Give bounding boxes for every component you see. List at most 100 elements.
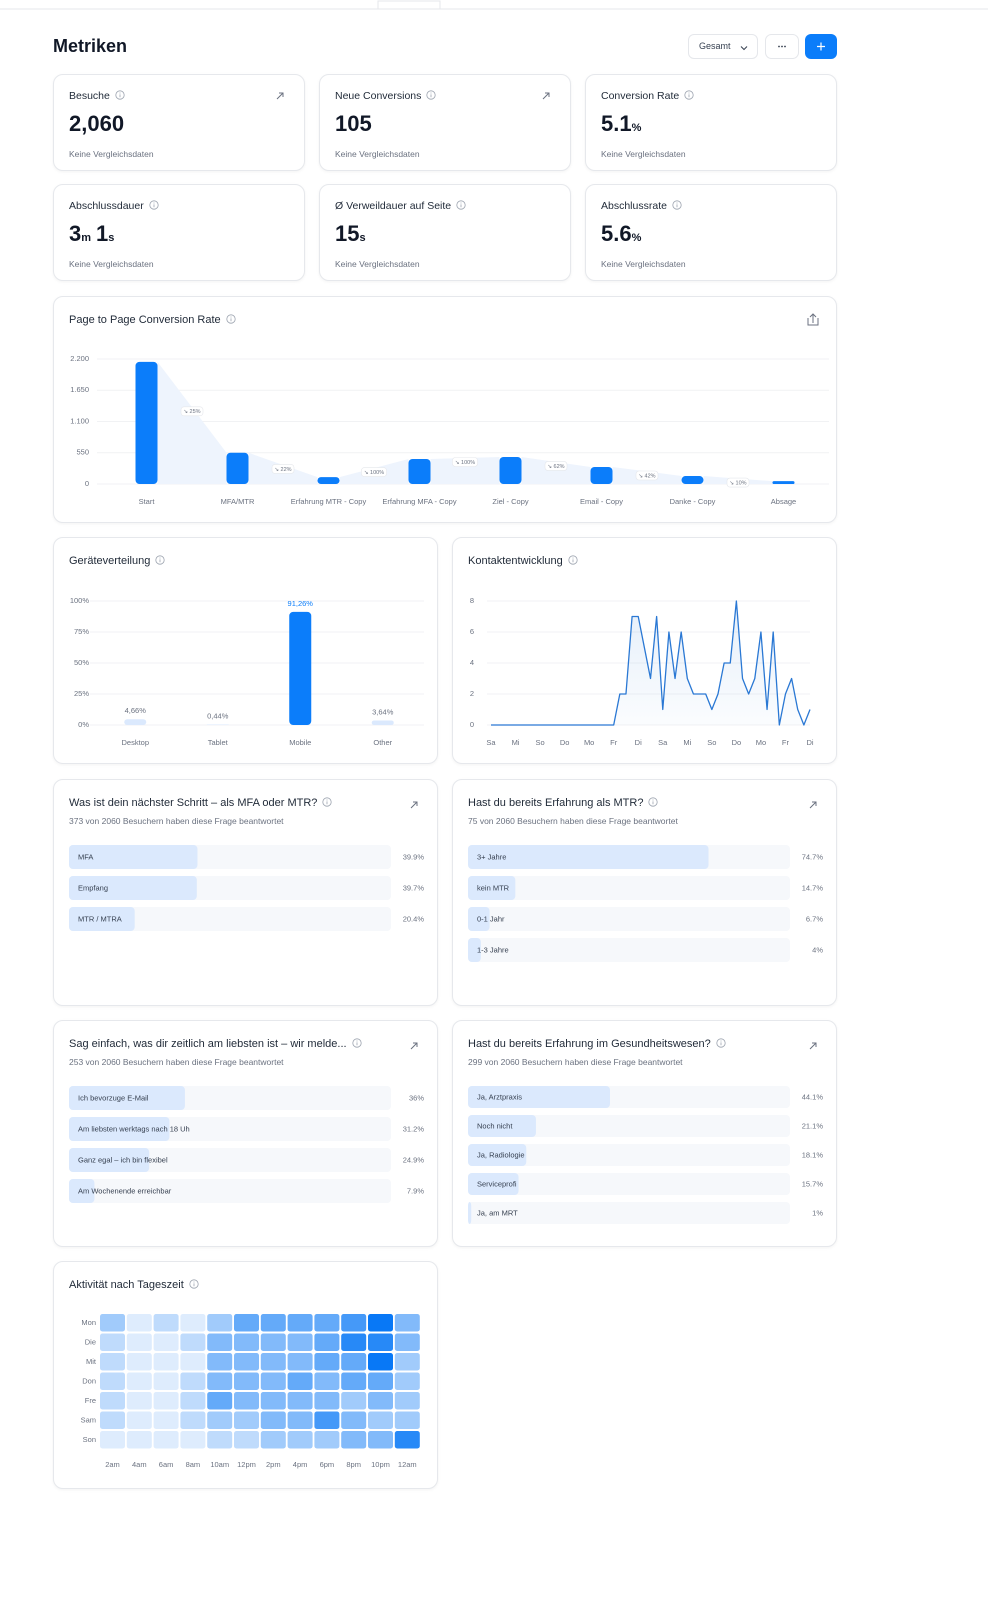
heat-cell <box>153 1333 179 1351</box>
info-dot <box>326 799 328 801</box>
arrow-icon <box>410 801 418 809</box>
heatmap-card: Aktivität nach Tageszeit Mon Die Mit Don Fre S… <box>53 1261 438 1489</box>
bar-track <box>468 876 790 900</box>
arrow-icon <box>542 92 550 100</box>
step-label: ↘ 62% <box>547 464 564 470</box>
bar <box>468 1173 519 1195</box>
kpi-value: 5.6% <box>601 221 646 247</box>
kpi-unit: s <box>108 232 115 244</box>
chevron <box>740 46 748 51</box>
heat-cell <box>234 1431 259 1449</box>
open-link[interactable] <box>409 800 419 810</box>
title-text: Geräteverteilung <box>69 555 151 567</box>
heat-cell <box>207 1314 233 1332</box>
kpi-unit: m <box>81 232 92 244</box>
heat-cell <box>100 1392 125 1410</box>
x-tick-label: Fr <box>610 738 618 747</box>
bar <box>681 476 704 484</box>
title-text: Hast du bereits Erfahrung als MTR? <box>468 797 644 809</box>
filter-button[interactable]: Gesamt <box>688 34 758 59</box>
heat-cell <box>234 1372 259 1390</box>
heat-cell <box>260 1392 286 1410</box>
heat-cell <box>260 1353 286 1371</box>
heat-cell <box>368 1411 393 1429</box>
kpi-unit: % <box>631 122 642 134</box>
heat-cell <box>180 1353 206 1371</box>
column-label: 12pm <box>237 1460 256 1469</box>
x-tick-label: Erfahrung MTR - Copy <box>291 497 367 506</box>
hbar-card: Sag einfach, was dir zeitlich am liebste… <box>53 1020 438 1247</box>
step-label: ↘ 22% <box>274 467 291 473</box>
more-button[interactable] <box>765 34 799 59</box>
page-title: Metriken <box>53 36 128 56</box>
x-tick-label: Mobile <box>289 738 311 747</box>
info-ring <box>456 200 466 210</box>
step-pill <box>635 470 659 481</box>
value-label: 7.9% <box>407 1186 424 1195</box>
step-pill <box>361 467 387 477</box>
info-icon <box>322 797 333 807</box>
row-label: Sam <box>81 1416 96 1425</box>
kpi-value: 15s <box>335 221 371 247</box>
info-ring <box>189 1279 199 1289</box>
info-icon <box>189 1279 199 1289</box>
info-dot <box>572 557 574 559</box>
info-ring <box>226 314 236 324</box>
heat-cell <box>287 1392 313 1410</box>
info-icon <box>716 1038 726 1048</box>
heat-cell <box>260 1431 286 1449</box>
y-tick-label: 4 <box>470 658 474 667</box>
step-label: ↘ 42% <box>638 473 655 479</box>
bar <box>69 876 197 900</box>
bar <box>124 719 147 725</box>
info-ring <box>684 90 694 100</box>
hbar-card: Hast du bereits Erfahrung im Gesundheits… <box>452 1020 837 1247</box>
heat-cell <box>260 1314 286 1332</box>
heat-cell <box>287 1372 313 1390</box>
bar-label: 3+ Jahre <box>477 852 506 861</box>
bar-track <box>69 1148 391 1172</box>
add-button[interactable] <box>805 34 837 59</box>
heat-cell <box>341 1372 367 1390</box>
bar <box>226 452 249 484</box>
step-pill <box>726 477 750 488</box>
bar <box>468 1086 611 1108</box>
kpi-number: 105 <box>335 111 372 136</box>
line-area <box>491 601 810 725</box>
open-link[interactable] <box>808 1041 818 1051</box>
row-label: Son <box>83 1435 96 1444</box>
chart: 0 550 1.100 1.650 2.200 Start MFA/MTR Erfahrung… <box>70 313 829 506</box>
x-tick-label: Sa <box>486 738 496 747</box>
title-text: Hast du bereits Erfahrung im Gesundheits… <box>468 1038 711 1050</box>
open-link[interactable] <box>275 91 285 101</box>
value-label: 4% <box>812 945 823 954</box>
row-label: Mon <box>81 1318 96 1327</box>
heat-cell <box>394 1431 420 1449</box>
open-link[interactable] <box>409 1041 419 1051</box>
info-ring <box>351 1038 362 1048</box>
export-icon[interactable] <box>807 313 819 326</box>
y-tick-label: 550 <box>76 448 89 457</box>
info-dot <box>193 1281 195 1283</box>
info-icon <box>149 200 159 210</box>
heat-cell <box>180 1392 206 1410</box>
info-icon <box>226 314 236 324</box>
y-tick-label: 100% <box>70 596 90 605</box>
y-tick-label: 0 <box>470 720 474 729</box>
value-label: 74.7% <box>802 852 824 861</box>
open-link[interactable] <box>808 800 818 810</box>
value-label: 4,66% <box>125 706 147 715</box>
kpi-label-text: Besuche <box>69 90 110 102</box>
line-card: Kontaktentwicklung 0 2 4 6 8 Sa Mi So Do Mo Fr Di Sa M… <box>452 537 837 764</box>
kpi-card: Abschlussrate 5.6% Keine Vergleichsdaten <box>585 184 837 281</box>
kpi-label-text: Ø Verweildauer auf Seite <box>335 200 452 212</box>
open-link[interactable] <box>541 91 551 101</box>
kpi-value: 5.1% <box>601 111 646 137</box>
column-label: 4pm <box>293 1460 308 1469</box>
card-title: Hast du bereits Erfahrung als MTR? <box>468 797 659 809</box>
kpi-label: Abschlussrate <box>601 200 682 212</box>
hbar-card: Hast du bereits Erfahrung als MTR? 3+ Jah… <box>452 779 837 1006</box>
heat-cell <box>394 1392 420 1410</box>
column-label: 6am <box>159 1460 174 1469</box>
bar-track <box>468 1202 790 1224</box>
